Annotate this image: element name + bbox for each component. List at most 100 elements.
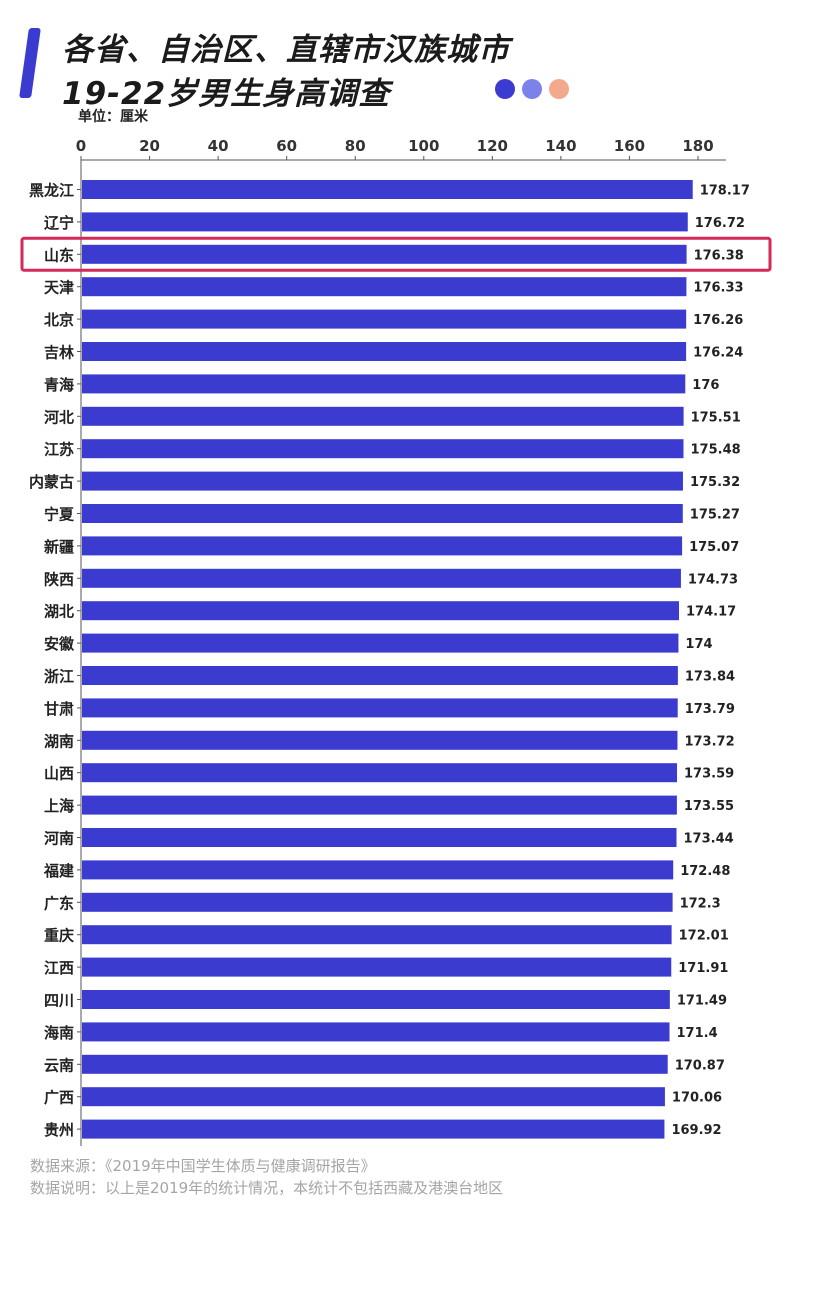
category-label: 广东 [44, 894, 74, 912]
bar [82, 536, 683, 556]
bar [82, 309, 687, 329]
bar [82, 1119, 665, 1139]
bar-value-label: 176.24 [693, 346, 743, 361]
category-label: 重庆 [44, 927, 74, 945]
bar-value-label: 176.33 [693, 281, 743, 296]
bar-value-label: 173.72 [684, 734, 734, 749]
category-label: 贵州 [44, 1121, 74, 1139]
bar [82, 795, 677, 815]
category-label: 陕西 [44, 570, 74, 588]
bar [82, 1022, 670, 1042]
bar [82, 860, 674, 880]
highlight-box [20, 236, 772, 272]
bar [82, 828, 677, 847]
category-label: 新疆 [44, 538, 74, 556]
category-label: 青海 [44, 376, 74, 394]
bar-value-label: 170.87 [675, 1058, 725, 1073]
bar [82, 698, 678, 718]
bar [82, 244, 687, 264]
bar-value-label: 174.73 [688, 572, 738, 587]
bar-value-label: 172.3 [680, 896, 721, 911]
bar-value-label: 175.32 [690, 475, 740, 490]
category-label: 黑龙江 [29, 182, 74, 200]
bar [82, 406, 684, 426]
bar [82, 957, 672, 977]
bar-value-label: 175.48 [691, 443, 741, 458]
x-tick-label: 180 [682, 137, 713, 155]
x-tick-label: 0 [76, 137, 86, 155]
category-label: 吉林 [44, 344, 75, 362]
bar-value-label: 171.91 [678, 961, 728, 976]
category-label: 甘肃 [44, 700, 74, 718]
unit-label: 单位：厘米 [78, 109, 148, 125]
bar [82, 633, 679, 653]
bar-value-label: 171.49 [677, 994, 727, 1009]
bar-value-label: 176.26 [693, 313, 743, 328]
bar-value-label: 174.17 [686, 605, 736, 620]
bar [82, 180, 693, 199]
x-tick-label: 120 [477, 137, 508, 155]
bar-value-label: 173.55 [684, 799, 734, 814]
decor-dot-3 [549, 79, 569, 99]
category-label: 海南 [44, 1024, 74, 1042]
bar [82, 374, 686, 394]
category-label: 浙江 [44, 668, 74, 686]
category-label: 山东 [44, 246, 74, 264]
bar-value-label: 173.59 [684, 767, 734, 782]
bar [82, 763, 678, 783]
category-label: 江西 [44, 959, 74, 977]
decor-dot-1 [495, 79, 515, 99]
decor-dot-2 [522, 79, 542, 99]
bar-value-label: 170.06 [672, 1091, 722, 1106]
data-source-note: 数据来源：《2019年中国学生体质与健康调研报告》 [30, 1157, 376, 1175]
category-label: 北京 [44, 311, 74, 329]
bar-value-label: 171.4 [677, 1026, 718, 1041]
chart-title-line1: 各省、自治区、直辖市汉族城市 [62, 32, 510, 68]
bar [82, 277, 687, 297]
bar [82, 342, 687, 361]
x-tick-label: 140 [545, 137, 576, 155]
bar-value-label: 173.44 [684, 832, 734, 847]
bar [82, 1054, 668, 1074]
bar-value-label: 172.48 [680, 864, 730, 879]
data-description-note: 数据说明：以上是2019年的统计情况，本统计不包括西藏及港澳台地区 [30, 1179, 504, 1197]
bar-value-label: 176.38 [694, 248, 744, 263]
x-tick-label: 20 [139, 137, 160, 155]
bar-value-label: 178.17 [700, 184, 750, 199]
bar-value-label: 169.92 [671, 1123, 721, 1138]
category-label: 安徽 [44, 635, 75, 653]
bar [82, 1087, 665, 1107]
bar [82, 925, 672, 945]
category-label: 上海 [44, 797, 74, 815]
x-tick-label: 80 [345, 137, 366, 155]
bar [82, 601, 680, 621]
bar-value-label: 176.72 [695, 216, 745, 231]
bar-value-label: 176 [692, 378, 719, 393]
bar [82, 892, 673, 912]
bar-value-label: 174 [685, 637, 712, 652]
category-label: 湖南 [44, 732, 74, 750]
category-label: 河北 [44, 408, 74, 426]
bar [82, 990, 670, 1009]
category-label: 云南 [44, 1056, 74, 1074]
bar [82, 666, 678, 685]
x-tick-label: 60 [276, 137, 297, 155]
chart-title-line2: 19-22岁男生身高调查 [62, 76, 391, 112]
bar [82, 504, 683, 523]
category-label: 内蒙古 [29, 473, 74, 491]
bar-value-label: 175.51 [691, 410, 741, 425]
category-label: 湖北 [44, 603, 74, 621]
category-label: 四川 [44, 992, 74, 1010]
bar-value-label: 175.27 [690, 508, 740, 523]
category-label: 宁夏 [44, 506, 75, 524]
bar-value-label: 172.01 [679, 929, 729, 944]
bar-value-label: 175.07 [689, 540, 739, 555]
bar [82, 439, 684, 459]
category-label: 辽宁 [44, 214, 74, 232]
bar-value-label: 173.84 [685, 670, 735, 685]
x-tick-label: 40 [208, 137, 229, 155]
bar [82, 730, 678, 750]
category-label: 福建 [43, 862, 75, 880]
category-label: 山西 [44, 765, 74, 783]
